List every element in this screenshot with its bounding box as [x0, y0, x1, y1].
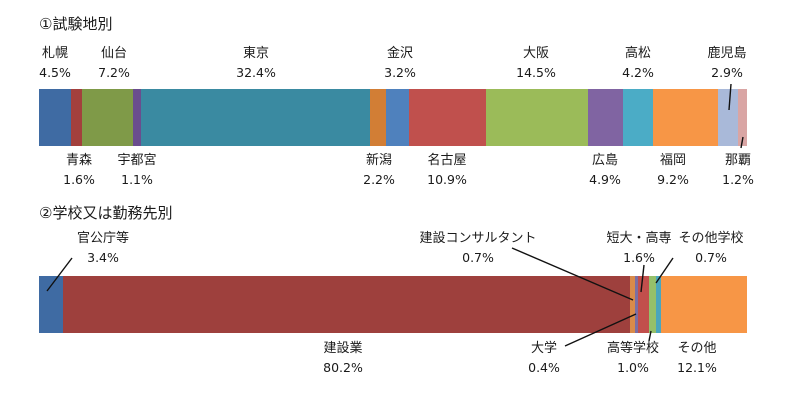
data-label-percent: 1.2% [722, 172, 754, 187]
bar-segment [39, 276, 64, 333]
data-label-name: 那覇 [724, 153, 752, 168]
data-label-name: 福岡 [659, 153, 687, 168]
data-label: その他 12.1% [677, 339, 717, 377]
data-label-percent: 9.2% [657, 172, 689, 187]
bar-segment [661, 276, 747, 333]
data-label-name: 広島 [591, 153, 619, 168]
bar-segment [485, 89, 589, 146]
data-label-percent: 1.6% [623, 250, 655, 265]
data-label-percent: 4.5% [39, 65, 71, 80]
data-label-percent: 4.2% [622, 65, 654, 80]
bar-segment [133, 89, 141, 146]
data-label-name: 青森 [65, 153, 93, 168]
data-label: 宇都宮 1.1% [117, 151, 156, 189]
data-label-percent: 3.2% [384, 65, 416, 80]
data-label-name: 鹿児島 [707, 46, 747, 61]
data-label: その他学校 0.7% [678, 229, 743, 267]
data-label: 青森 1.6% [63, 151, 95, 189]
bar-segment [70, 89, 83, 146]
data-label: 札幌 4.5% [39, 44, 71, 82]
data-label-percent: 4.9% [589, 172, 621, 187]
bar-segment [82, 89, 134, 146]
bar-segment [385, 89, 409, 146]
data-label-percent: 2.9% [711, 65, 743, 80]
data-label-name: 名古屋 [427, 153, 467, 168]
bar-segment [630, 276, 636, 333]
bar-segment [63, 276, 631, 333]
data-label-percent: 10.9% [427, 172, 467, 187]
data-label-percent: 2.2% [363, 172, 395, 187]
data-label: 官公庁等 3.4% [77, 229, 129, 267]
data-label-name: 建設業 [323, 341, 363, 356]
data-label-percent: 80.2% [323, 360, 363, 375]
data-label-name: 建設コンサルタント [419, 231, 537, 246]
data-label-name: 高等学校 [606, 341, 660, 356]
data-label: 広島 4.9% [589, 151, 621, 189]
bar-segment [140, 89, 371, 146]
data-label-name: 東京 [242, 46, 269, 61]
bar-segment [738, 89, 747, 146]
data-label-name: 短大・高専 [606, 231, 672, 246]
data-label: 大阪 14.5% [516, 44, 556, 82]
bar-segment [588, 89, 624, 146]
data-label-percent: 1.6% [63, 172, 95, 187]
data-label: 短大・高専 1.6% [606, 229, 671, 267]
data-label-name: 高松 [624, 46, 652, 61]
data-label: 金沢 3.2% [384, 44, 416, 82]
data-label: 福岡 9.2% [657, 151, 689, 189]
data-label: 名古屋 10.9% [427, 151, 467, 189]
data-label-percent: 0.4% [528, 360, 560, 375]
data-label-percent: 3.4% [87, 250, 119, 265]
data-label-percent: 1.1% [121, 172, 153, 187]
data-label-percent: 32.4% [236, 65, 276, 80]
data-label-name: 大学 [530, 341, 558, 356]
bar-segment [652, 89, 718, 146]
data-label: 仙台 7.2% [98, 44, 130, 82]
data-label-name: 金沢 [386, 46, 414, 61]
data-label-name: 仙台 [100, 46, 128, 61]
data-label-name: その他 [677, 341, 717, 356]
data-label-percent: 0.7% [462, 250, 494, 265]
data-label-name: 官公庁等 [76, 231, 130, 246]
bar-segment [717, 89, 739, 146]
chart2-bar [39, 276, 747, 333]
data-label-percent: 7.2% [98, 65, 130, 80]
data-label: 鹿児島 2.9% [707, 44, 746, 82]
data-label: 新潟 2.2% [363, 151, 395, 189]
data-label-name: 大阪 [522, 46, 549, 61]
data-label-percent: 12.1% [677, 360, 717, 375]
bar-segment [649, 276, 657, 333]
data-label: 東京 32.4% [236, 44, 276, 82]
bar-segment [656, 276, 662, 333]
data-label: 大学 0.4% [528, 339, 560, 377]
chart1-title: ①試験地別 [39, 15, 113, 33]
bar-segment [408, 89, 486, 146]
data-label: 那覇 1.2% [722, 151, 754, 189]
data-label: 高松 4.2% [622, 44, 654, 82]
bar-segment [370, 89, 386, 146]
bar-segment [638, 276, 650, 333]
bar-segment [635, 276, 639, 333]
data-label-name: その他学校 [678, 231, 744, 246]
bar-segment [39, 89, 71, 146]
data-label: 建設コンサルタント 0.7% [419, 229, 536, 267]
data-label: 建設業 80.2% [323, 339, 363, 377]
chart2-title: ②学校又は勤務先別 [39, 204, 173, 222]
data-label-percent: 14.5% [516, 65, 556, 80]
data-label-name: 宇都宮 [117, 153, 157, 168]
data-label-name: 新潟 [365, 153, 393, 168]
bar-segment [623, 89, 653, 146]
data-label-percent: 1.0% [617, 360, 649, 375]
data-label: 高等学校 1.0% [607, 339, 659, 377]
chart1-bar [39, 89, 747, 146]
data-label-percent: 0.7% [695, 250, 727, 265]
data-label-name: 札幌 [41, 46, 69, 61]
